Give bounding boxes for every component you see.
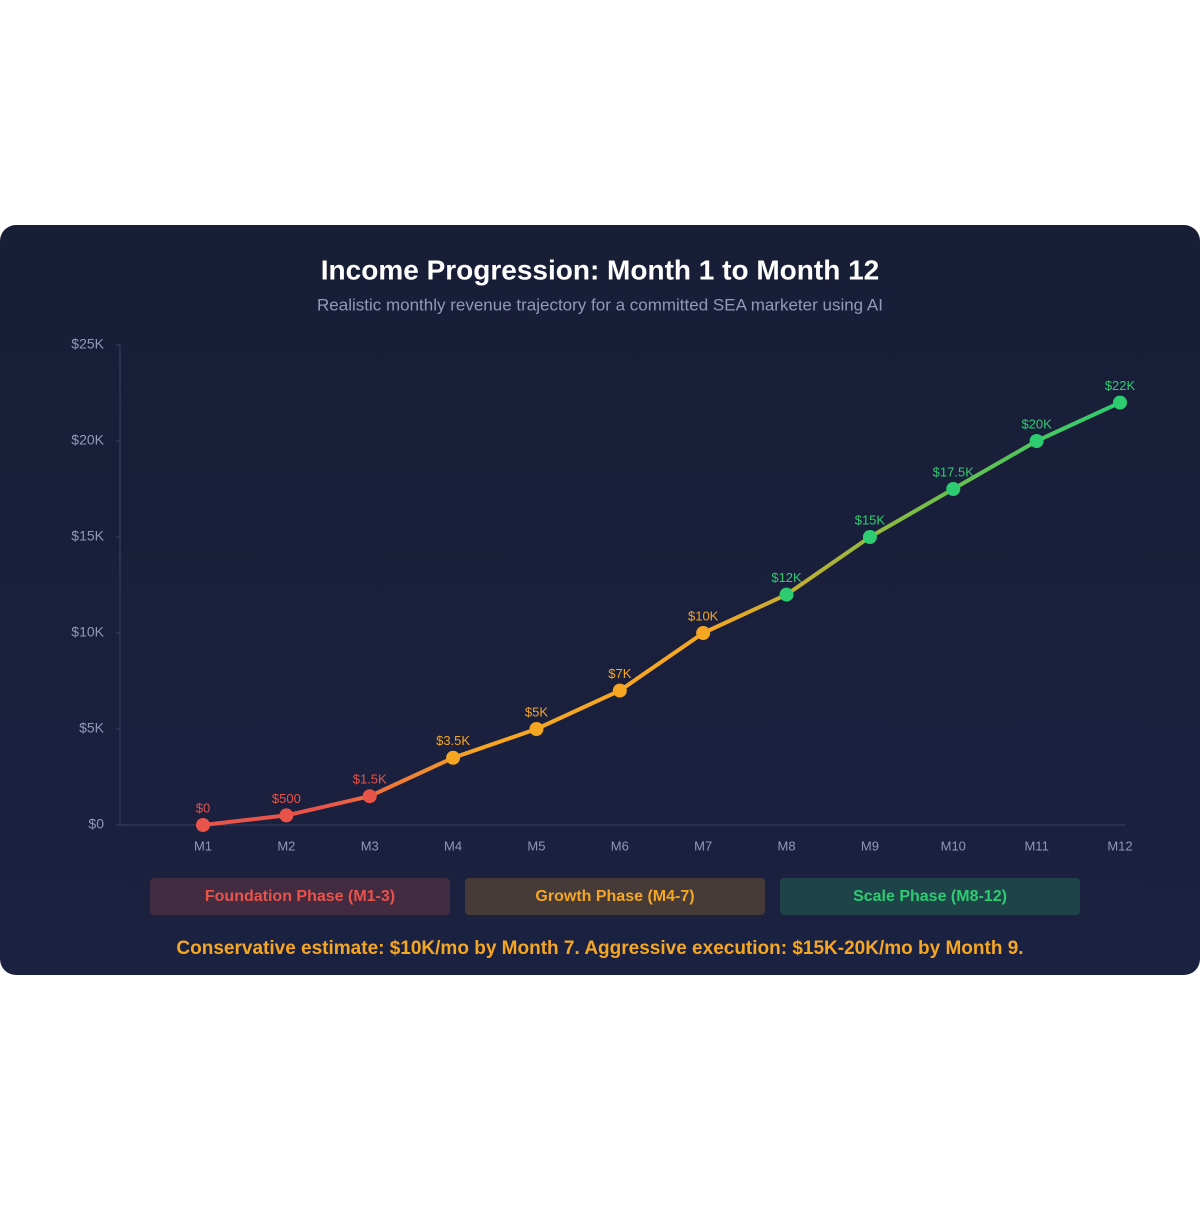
phase-box — [465, 878, 765, 915]
phase-label: Scale Phase (M8-12) — [853, 888, 1007, 905]
data-point — [196, 818, 210, 832]
x-tick-label: M3 — [361, 838, 379, 853]
data-point — [1029, 434, 1044, 448]
value-label: $3.5K — [436, 733, 470, 748]
value-label: $10K — [688, 608, 719, 623]
value-label: $7K — [608, 666, 631, 681]
data-point — [446, 750, 461, 765]
data-point — [529, 722, 544, 736]
x-tick-label: M12 — [1107, 838, 1132, 853]
phase-box — [150, 878, 450, 915]
value-label: $500 — [272, 791, 301, 806]
x-tick-label: M4 — [444, 838, 462, 853]
data-point — [696, 626, 711, 640]
x-tick-label: M6 — [611, 838, 629, 853]
value-label: $5K — [525, 704, 548, 719]
x-tick-label: M9 — [861, 838, 879, 853]
value-label: $12K — [771, 570, 802, 585]
y-tick-label: $25K — [71, 336, 104, 352]
y-tick-label: $0 — [88, 816, 104, 832]
y-tick-label: $15K — [71, 528, 104, 544]
value-label: $0 — [196, 800, 210, 815]
data-point — [862, 530, 877, 544]
value-label: $15K — [855, 512, 886, 527]
value-label: $22K — [1105, 378, 1136, 393]
value-label: $20K — [1021, 416, 1052, 431]
x-tick-label: M8 — [778, 838, 796, 853]
x-tick-label: M10 — [941, 838, 966, 853]
data-point — [279, 808, 294, 823]
revenue-line — [202, 400, 1121, 827]
data-point — [779, 587, 794, 602]
phase-box — [780, 878, 1080, 915]
data-point — [1113, 395, 1127, 410]
card — [0, 225, 1200, 975]
value-label: $1.5K — [353, 772, 387, 787]
data-point — [946, 482, 961, 496]
x-tick-label: M5 — [527, 838, 545, 853]
x-tick-label: M1 — [194, 838, 212, 853]
phase-label: Growth Phase (M4-7) — [535, 888, 694, 905]
x-tick-label: M2 — [277, 838, 295, 853]
y-tick-label: $10K — [71, 624, 104, 640]
x-tick-label: M11 — [1024, 838, 1048, 853]
x-tick-label: M7 — [694, 838, 712, 853]
y-tick-label: $20K — [71, 432, 104, 448]
value-label: $17.5K — [933, 464, 975, 479]
phase-label: Foundation Phase (M1-3) — [205, 888, 395, 905]
data-point — [612, 683, 627, 698]
footnote: Conservative estimate: $10K/mo by Month … — [176, 938, 1023, 959]
y-tick-label: $5K — [79, 720, 105, 736]
data-point — [362, 789, 377, 804]
chart-title: Income Progression: Month 1 to Month 12 — [321, 254, 879, 285]
chart-subtitle: Realistic monthly revenue trajectory for… — [317, 295, 883, 314]
